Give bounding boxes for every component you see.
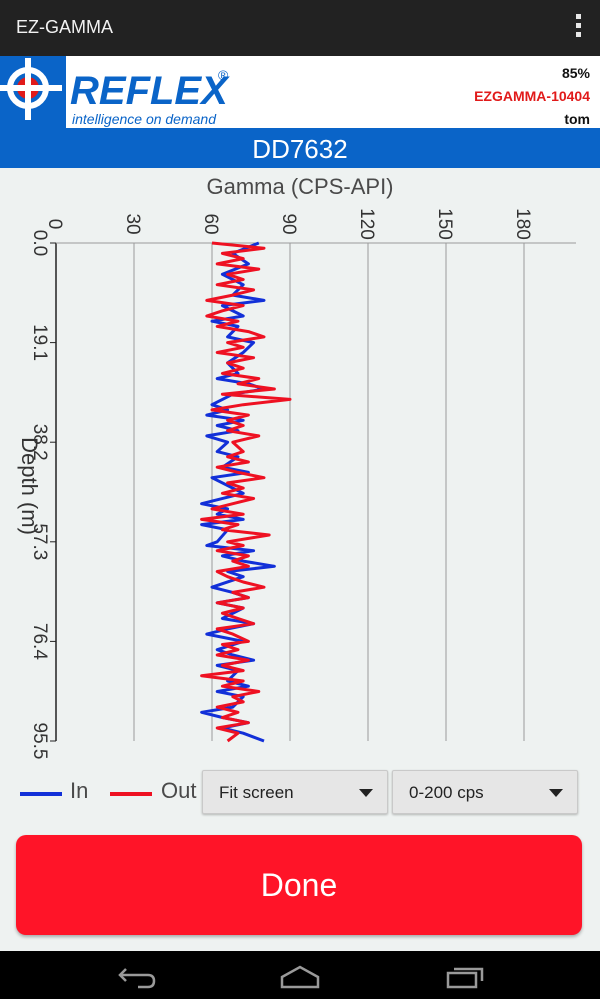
user-name: tom	[564, 111, 590, 127]
x-tick-label: 0	[44, 219, 65, 230]
status-panel: 85% EZGAMMA-10404 tom	[474, 62, 590, 131]
chevron-down-icon	[549, 789, 563, 797]
overflow-menu-icon[interactable]	[574, 14, 582, 42]
legend-out-swatch	[110, 792, 152, 796]
gamma-chart: Gamma (CPS-API) Depth (m) 0 30 60 90 120 150 1…	[17, 174, 576, 760]
y-tick-label: 95.5	[29, 723, 50, 760]
device-id: EZGAMMA-10404	[474, 88, 590, 104]
navigation-bar	[0, 951, 600, 999]
series-line-out	[200, 241, 292, 743]
y-tick-label: 57.3	[29, 523, 50, 560]
x-tick-label: 180	[512, 208, 533, 240]
recent-apps-icon[interactable]	[434, 959, 494, 991]
registered-mark: ®	[218, 67, 229, 83]
y-axis-label: Depth (m)	[17, 437, 42, 535]
action-bar: EZ-GAMMA	[0, 0, 600, 56]
x-tick-label: 120	[356, 208, 377, 240]
y-tick-label: 76.4	[29, 623, 50, 660]
x-tick-label: 30	[122, 213, 143, 234]
app-title: EZ-GAMMA	[16, 17, 113, 37]
legend-out-label: Out	[161, 778, 197, 803]
chart-title: Gamma (CPS-API)	[206, 174, 393, 199]
back-icon[interactable]	[108, 959, 168, 991]
main-content: Gamma (CPS-API) Depth (m) 0 30 60 90 120 150 1…	[0, 168, 600, 951]
home-icon[interactable]	[270, 959, 330, 991]
reflex-logo: REFLEX ® intelligence on demand	[0, 56, 230, 128]
battery-level: 85%	[561, 65, 590, 81]
y-tick-label: 19.1	[29, 324, 50, 361]
x-tick-label: 90	[278, 213, 299, 234]
hole-id-bar: DD7632	[0, 128, 600, 168]
logo-text: REFLEX	[70, 69, 230, 113]
legend-in-swatch	[20, 792, 62, 796]
zoom-dropdown[interactable]: Fit screen	[202, 770, 388, 814]
done-button[interactable]: Done	[16, 835, 582, 935]
y-tick-label: 0.0	[29, 230, 50, 256]
logo-tagline: intelligence on demand	[72, 111, 217, 127]
range-dropdown[interactable]: 0-200 cps	[392, 770, 578, 814]
x-tick-label: 60	[200, 213, 221, 234]
range-dropdown-value: 0-200 cps	[409, 783, 484, 802]
zoom-dropdown-value: Fit screen	[219, 783, 294, 802]
y-tick-label: 38.2	[29, 424, 50, 461]
header: REFLEX ® intelligence on demand 85% EZGA…	[0, 56, 600, 128]
chevron-down-icon	[359, 789, 373, 797]
legend-in-label: In	[70, 778, 89, 803]
legend: In Out	[0, 768, 600, 816]
x-tick-label: 150	[434, 208, 455, 240]
